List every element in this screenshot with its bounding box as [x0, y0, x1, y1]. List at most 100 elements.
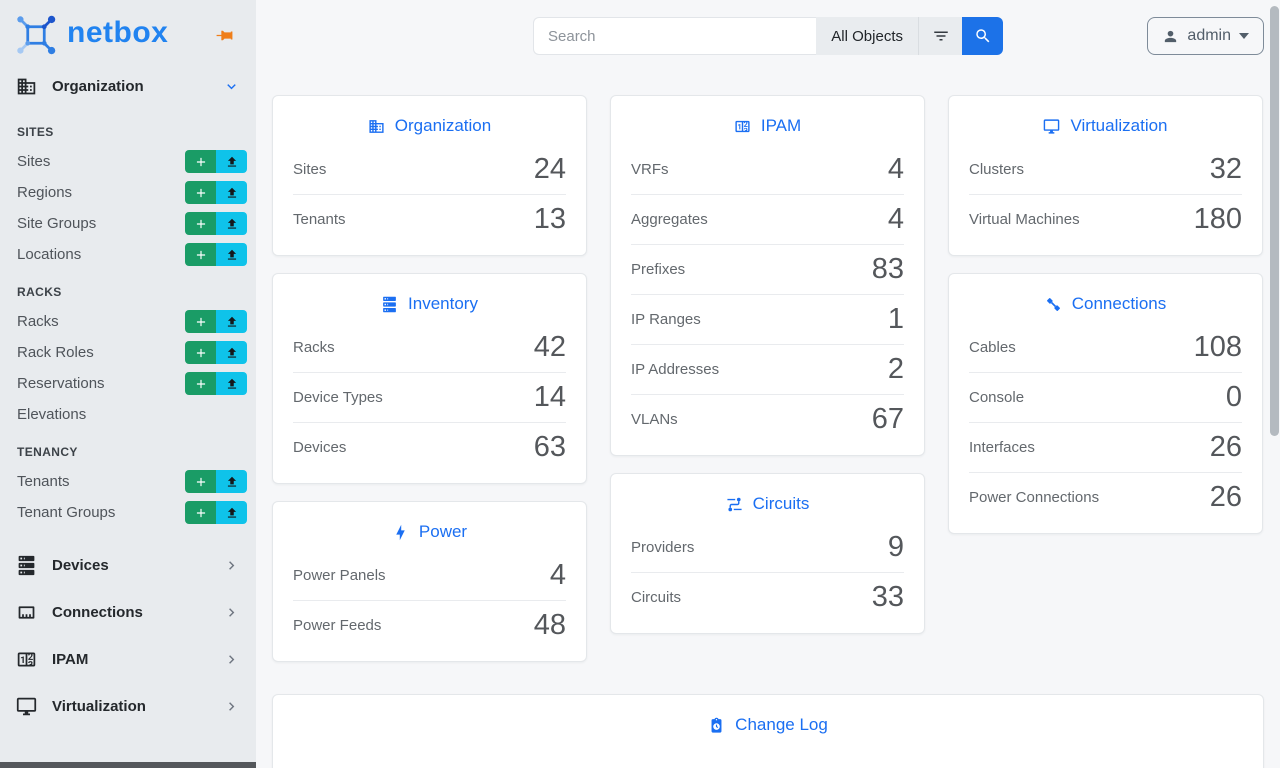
sidebar-link-tenants[interactable]: Tenants [17, 473, 70, 490]
quick-actions [185, 150, 247, 173]
add-button[interactable] [185, 372, 216, 395]
sidebar-row-locations: Locations [0, 239, 256, 270]
sidebar-link-reservations[interactable]: Reservations [17, 375, 105, 392]
stat-row-aggregates[interactable]: Aggregates 4 [631, 194, 904, 244]
netbox-logo-mark [17, 15, 56, 55]
sidebar-link-locations[interactable]: Locations [17, 246, 82, 263]
user-menu-button[interactable]: admin [1147, 17, 1264, 55]
plus-icon [194, 248, 208, 262]
monitor-icon [16, 696, 37, 717]
stat-row-clusters[interactable]: Clusters 32 [969, 153, 1242, 185]
add-button[interactable] [185, 310, 216, 333]
import-button[interactable] [216, 501, 247, 524]
page-scrollbar-thumb[interactable] [1270, 6, 1279, 436]
sidebar-row-sites: Sites [0, 146, 256, 177]
stat-row-tenants[interactable]: Tenants 13 [293, 194, 566, 244]
stat-row-providers[interactable]: Providers 9 [631, 531, 904, 563]
upload-icon [225, 186, 239, 200]
add-button[interactable] [185, 341, 216, 364]
plus-icon [194, 155, 208, 169]
sidebar-link-tenant-groups[interactable]: Tenant Groups [17, 504, 116, 521]
clipboard-clock-icon [708, 717, 725, 734]
plus-icon [194, 315, 208, 329]
stat-row-devices[interactable]: Devices 63 [293, 422, 566, 472]
sidebar-item-connections[interactable]: Connections [0, 589, 256, 636]
sidebar-header: netbox [0, 0, 256, 63]
netbox-logo[interactable]: netbox [14, 13, 168, 57]
stat-row-vrfs[interactable]: VRFs 4 [631, 153, 904, 185]
sidebar-item-organization[interactable]: Organization [0, 63, 256, 110]
sidebar-link-sites[interactable]: Sites [17, 153, 51, 170]
sidebar-section-sites: SITES [17, 125, 54, 139]
stat-row-device-types[interactable]: Device Types 14 [293, 372, 566, 422]
monitor-icon [1043, 118, 1060, 135]
sidebar-link-elevations[interactable]: Elevations [17, 406, 87, 423]
quick-actions [185, 470, 247, 493]
counter-icon [16, 649, 37, 670]
quick-actions [185, 501, 247, 524]
stat-row-power-panels[interactable]: Power Panels 4 [293, 559, 566, 591]
sidebar-link-rack-roles[interactable]: Rack Roles [17, 344, 94, 361]
import-button[interactable] [216, 372, 247, 395]
card-ipam: IPAM VRFs 4 Aggregates 4 Prefixes 83 [610, 95, 925, 456]
stat-row-virtual-machines[interactable]: Virtual Machines 180 [969, 194, 1242, 244]
sidebar-item-virtualization[interactable]: Virtualization [0, 683, 256, 730]
chevron-right-icon [223, 651, 240, 668]
pin-sidebar-icon[interactable] [215, 26, 234, 45]
import-button[interactable] [216, 150, 247, 173]
card-virtualization: Virtualization Clusters 32 Virtual Machi… [948, 95, 1263, 256]
stat-row-console[interactable]: Console 0 [969, 372, 1242, 422]
filter-button[interactable] [918, 17, 962, 55]
stat-row-power-connections[interactable]: Power Connections 26 [969, 472, 1242, 522]
stat-row-prefixes[interactable]: Prefixes 83 [631, 244, 904, 294]
stat-row-circuits[interactable]: Circuits 33 [631, 572, 904, 622]
quick-actions [185, 372, 247, 395]
sidebar-row-elevations: Elevations [0, 399, 256, 430]
sidebar-link-racks[interactable]: Racks [17, 313, 59, 330]
sidebar: netbox Organization SITES Sites Regions [0, 0, 256, 768]
search-input[interactable] [533, 17, 817, 55]
add-button[interactable] [185, 150, 216, 173]
upload-icon [225, 315, 239, 329]
stat-row-ip-addresses[interactable]: IP Addresses 2 [631, 344, 904, 394]
sidebar-item-ipam[interactable]: IPAM [0, 636, 256, 683]
stat-row-interfaces[interactable]: Interfaces 26 [969, 422, 1242, 472]
import-button[interactable] [216, 181, 247, 204]
stat-row-ip-ranges[interactable]: IP Ranges 1 [631, 294, 904, 344]
stat-row-power-feeds[interactable]: Power Feeds 48 [293, 600, 566, 650]
add-button[interactable] [185, 181, 216, 204]
sidebar-menu: Devices Connections IPAM Virtualization [0, 542, 256, 730]
organization-icon [368, 118, 385, 135]
server-icon [381, 296, 398, 313]
column-left: Organization Sites 24 Tenants 13 [272, 95, 587, 662]
import-button[interactable] [216, 212, 247, 235]
stat-row-sites[interactable]: Sites 24 [293, 153, 566, 185]
plus-icon [194, 475, 208, 489]
stat-row-racks[interactable]: Racks 42 [293, 331, 566, 363]
add-button[interactable] [185, 501, 216, 524]
add-button[interactable] [185, 470, 216, 493]
sidebar-item-devices[interactable]: Devices [0, 542, 256, 589]
sidebar-link-site-groups[interactable]: Site Groups [17, 215, 97, 232]
sidebar-horizontal-scrollbar[interactable] [0, 762, 256, 768]
upload-icon [225, 377, 239, 391]
import-button[interactable] [216, 310, 247, 333]
card-connections: Connections Cables 108 Console 0 Interfa… [948, 273, 1263, 534]
stat-row-vlans[interactable]: VLANs 67 [631, 394, 904, 444]
upload-icon [225, 155, 239, 169]
sidebar-nav: Organization SITES Sites Regions [0, 63, 256, 730]
import-button[interactable] [216, 341, 247, 364]
column-middle: IPAM VRFs 4 Aggregates 4 Prefixes 83 [610, 95, 925, 634]
filter-icon [932, 27, 950, 45]
card-organization: Organization Sites 24 Tenants 13 [272, 95, 587, 256]
stat-row-cables[interactable]: Cables 108 [969, 331, 1242, 363]
add-button[interactable] [185, 212, 216, 235]
sidebar-link-regions[interactable]: Regions [17, 184, 73, 201]
sidebar-row-site-groups: Site Groups [0, 208, 256, 239]
add-button[interactable] [185, 243, 216, 266]
search-scope-select[interactable]: All Objects [816, 17, 918, 55]
quick-actions [185, 212, 247, 235]
search-button[interactable] [962, 17, 1003, 55]
import-button[interactable] [216, 470, 247, 493]
import-button[interactable] [216, 243, 247, 266]
